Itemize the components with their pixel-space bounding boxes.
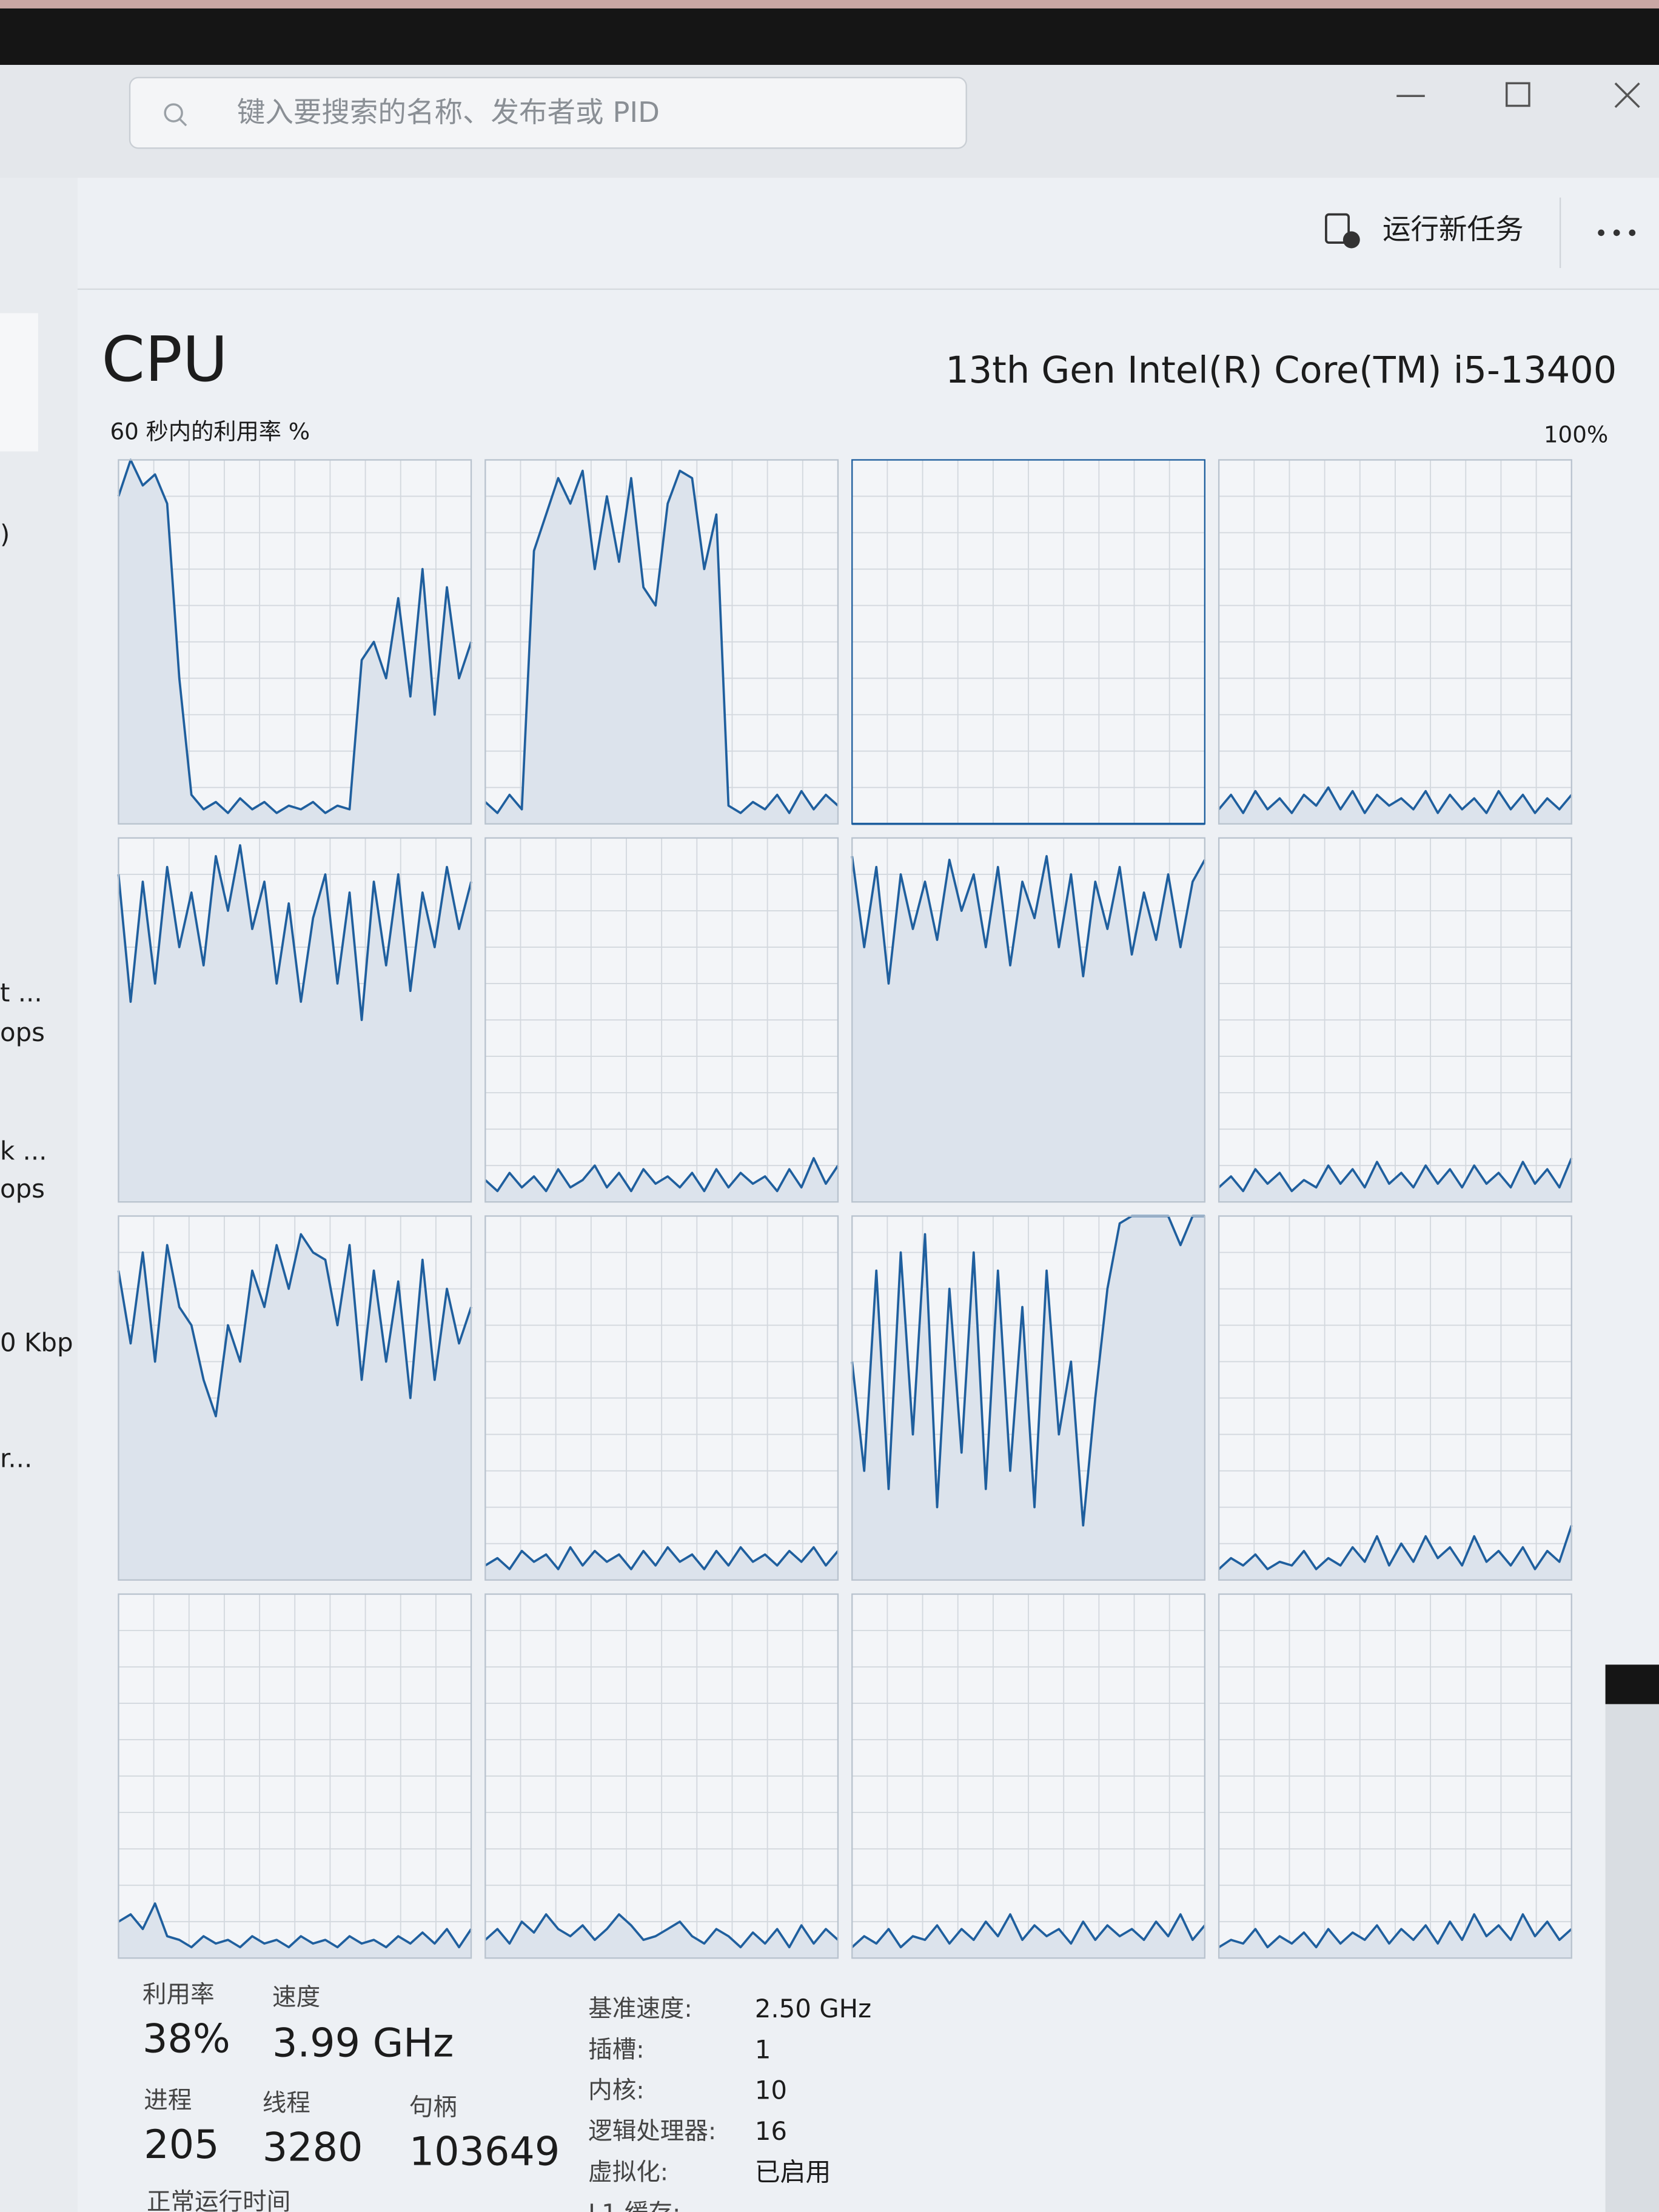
graph-border <box>484 1593 839 1959</box>
graph-line <box>484 1546 839 1570</box>
graph-border <box>851 1215 1206 1581</box>
detail-value: 16 <box>755 2116 787 2146</box>
sidebar-fragment: ops <box>0 1174 45 1204</box>
stat-label: 线程 <box>263 2090 310 2117</box>
graph-area <box>118 845 472 1202</box>
graph-area <box>118 1903 472 1959</box>
top-edge <box>0 0 1659 8</box>
stat-label: 利用率 <box>142 1981 215 2009</box>
graph-area <box>852 856 1205 1202</box>
graph-max-label: 100% <box>1544 421 1608 447</box>
graph-border <box>118 459 472 825</box>
sidebar <box>0 178 78 2212</box>
right-bezel <box>1605 1664 1659 1704</box>
graph-area <box>485 1547 838 1580</box>
graph-area <box>1219 787 1572 824</box>
graph-area <box>485 471 838 824</box>
sidebar-selected <box>0 313 38 452</box>
run-new-task[interactable]: 运行新任务 <box>1382 213 1524 246</box>
stat-value: 38% <box>142 2017 230 2062</box>
graph-line <box>1218 786 1573 814</box>
stat-label: 进程 <box>144 2086 192 2114</box>
graph-area <box>1219 1158 1572 1202</box>
detail-value: 2.50 GHz <box>755 1994 871 2023</box>
sidebar-fragment: ) <box>0 520 10 549</box>
page-title: CPU <box>102 324 228 396</box>
detail-label: 虚拟化: <box>588 2159 668 2187</box>
more-dot[interactable] <box>1598 229 1604 236</box>
graph-line <box>118 1902 472 1949</box>
graph-border <box>851 837 1206 1203</box>
sidebar-fragment: 0 Kbp <box>0 1328 73 1358</box>
graph-line <box>484 469 839 814</box>
detail-label: 插槽: <box>588 2036 644 2063</box>
graph-line <box>1218 1525 1573 1570</box>
graph-border <box>118 1593 472 1959</box>
graph-area <box>485 1914 838 1959</box>
graph-area <box>118 460 472 824</box>
sidebar-fragment: t ... <box>0 978 42 1008</box>
sidebar-fragment: r... <box>0 1443 32 1473</box>
graph-line <box>851 1913 1206 1949</box>
run-task-icon[interactable] <box>1325 213 1350 244</box>
more-dot[interactable] <box>1629 229 1636 236</box>
graph-border <box>484 1215 839 1581</box>
graph-line <box>117 458 472 814</box>
graph-caption: 60 秒内的利用率 % <box>110 418 310 445</box>
graph-line <box>484 1913 839 1949</box>
graph-line <box>1218 1913 1572 1949</box>
stat-label: 句柄 <box>409 2094 457 2122</box>
sidebar-fragment: ops <box>0 1017 45 1047</box>
graph-border <box>118 1215 472 1581</box>
graph-border <box>484 837 839 1203</box>
search-icon <box>164 103 183 122</box>
graph-border <box>118 837 472 1203</box>
graph-border <box>851 459 1206 825</box>
maximize-button[interactable] <box>1505 82 1530 107</box>
graph-line <box>117 844 472 1021</box>
top-bezel <box>0 0 1659 65</box>
graph-border <box>1218 459 1572 825</box>
graph-line <box>117 1233 472 1418</box>
search-icon-handle <box>178 118 187 127</box>
graph-line <box>1218 1158 1573 1193</box>
detail-value: 1 <box>755 2034 771 2064</box>
detail-value: 已启用 <box>755 2157 831 2187</box>
search-placeholder: 键入要搜索的名称、发布者或 PID <box>237 96 660 129</box>
right-edge <box>1605 1704 1659 2212</box>
graph-line <box>484 1157 839 1193</box>
detail-label: L1 缓存: <box>588 2199 680 2212</box>
detail-label: 基准速度: <box>588 1995 692 2023</box>
sidebar-fragment: k ... <box>0 1136 47 1165</box>
stat-value: 3.99 GHz <box>272 2021 454 2066</box>
graph-line <box>851 855 1206 985</box>
graph-area <box>1219 1914 1572 1959</box>
run-task-icon-plus <box>1342 231 1360 249</box>
detail-label: 内核: <box>588 2077 644 2105</box>
graph-area <box>852 1216 1205 1580</box>
stat-value: 103649 <box>409 2130 560 2175</box>
graph-border <box>1218 837 1572 1203</box>
graph-border <box>1218 1215 1572 1581</box>
detail-label: 逻辑处理器: <box>588 2117 716 2145</box>
detail-value: 10 <box>755 2076 787 2105</box>
stat-value: 3280 <box>263 2125 363 2171</box>
close-button[interactable] <box>1614 82 1640 109</box>
graph-area <box>852 1914 1205 1959</box>
graph-border <box>1218 1593 1572 1959</box>
graph-border <box>851 1593 1206 1959</box>
stat-label: 速度 <box>272 1983 320 2011</box>
more-dot[interactable] <box>1613 229 1620 236</box>
search-box[interactable] <box>129 76 967 149</box>
cpu-model: 13th Gen Intel(R) Core(TM) i5-13400 <box>945 349 1617 392</box>
graph-area <box>1219 1525 1572 1580</box>
graph-border <box>484 459 839 825</box>
stat-label: 正常运行时间 <box>147 2188 290 2212</box>
graph-area <box>118 1234 472 1580</box>
stat-value: 205 <box>144 2122 219 2168</box>
